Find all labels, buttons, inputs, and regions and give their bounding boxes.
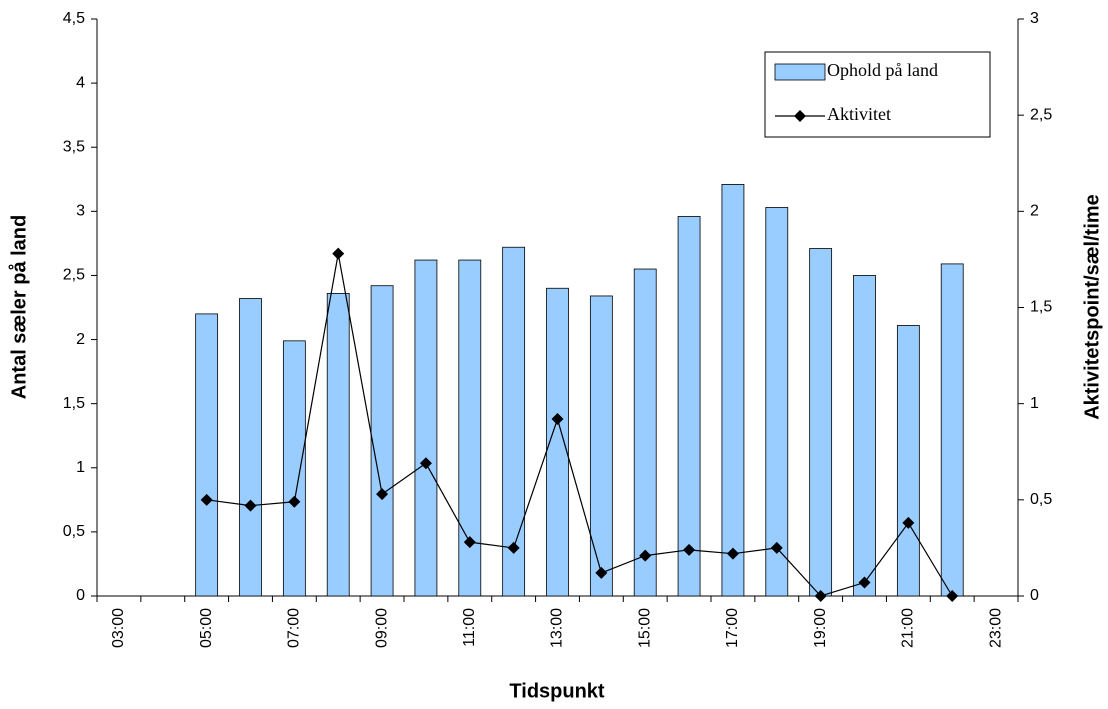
legend-swatch [774,63,826,81]
x-tick-label: 05:00 [198,608,215,648]
legend-label: Aktivitet [827,104,891,124]
bar [633,268,657,597]
marker [507,541,520,554]
marker [200,493,213,506]
bar [239,298,262,597]
y2-axis-label: Aktivitetspoint/sæl/time [1081,194,1103,420]
marker [946,590,959,602]
y-tick-label: 1 [76,459,85,476]
y2-tick-label: 1 [1030,395,1039,412]
bar [458,259,482,597]
marker [726,547,739,560]
x-tick-label: 21:00 [900,608,917,648]
y-tick-label: 0 [76,587,85,604]
marker [814,590,827,602]
y-tick-label: 2 [76,331,85,348]
marker [463,536,476,549]
legend-marker [794,110,806,122]
y-tick-label: 4,5 [63,10,85,27]
marker [902,516,915,529]
y2-tick-label: 0,5 [1030,491,1052,508]
line [206,253,953,597]
x-tick-label: 23:00 [987,608,1004,648]
marker [376,488,389,501]
y2-tick-label: 0 [1030,587,1039,604]
y2-tick-label: 3 [1030,10,1039,27]
bar [809,248,833,597]
marker [288,495,301,508]
y2-tick-label: 1,5 [1030,299,1052,316]
x-axis-label: Tidspunkt [509,680,605,702]
bar [502,246,526,597]
marker [595,566,608,579]
y-tick-label: 0,5 [63,523,85,540]
x-tick-label: 09:00 [373,608,390,648]
y-axis-label: Antal sæler på land [7,215,30,400]
marker [770,541,783,554]
marker [332,247,345,260]
x-tick-label: 19:00 [812,608,829,648]
legend-label: Ophold på land [827,60,938,80]
marker [551,413,564,426]
marker [683,543,696,556]
y-tick-label: 2,5 [63,267,85,284]
y-tick-label: 4 [76,74,85,91]
x-tick-label: 11:00 [461,608,478,647]
bar [677,216,701,597]
bar [282,340,306,597]
marker [639,549,652,562]
y-tick-label: 1,5 [63,395,85,412]
bar [546,287,569,597]
bar [765,207,789,597]
bar [414,259,438,597]
bar [195,313,219,597]
bar [326,292,350,597]
y-tick-label: 3 [76,203,85,220]
x-tick-label: 15:00 [636,608,653,648]
x-tick-label: 07:00 [286,608,303,648]
y2-tick-label: 2,5 [1030,106,1052,123]
y-tick-label: 3,5 [63,138,85,155]
marker [419,457,432,470]
bar [589,295,613,597]
x-tick-label: 17:00 [724,608,741,648]
marker [244,499,257,512]
y2-tick-label: 2 [1030,203,1039,220]
x-tick-label: 13:00 [549,608,566,648]
bar [721,184,745,597]
marker [858,576,871,589]
bar [853,275,876,597]
bar [896,325,920,597]
bar [940,263,964,597]
x-tick-label: 03:00 [110,608,127,648]
bar [370,285,394,597]
